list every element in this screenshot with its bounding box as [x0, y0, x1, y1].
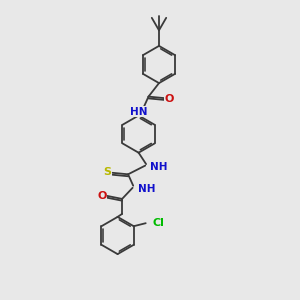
Text: Cl: Cl: [153, 218, 164, 228]
Text: NH: NH: [138, 184, 155, 194]
Text: O: O: [165, 94, 174, 104]
Text: NH: NH: [150, 162, 167, 172]
Text: S: S: [103, 167, 111, 177]
Text: O: O: [97, 191, 106, 201]
Text: HN: HN: [130, 106, 147, 117]
